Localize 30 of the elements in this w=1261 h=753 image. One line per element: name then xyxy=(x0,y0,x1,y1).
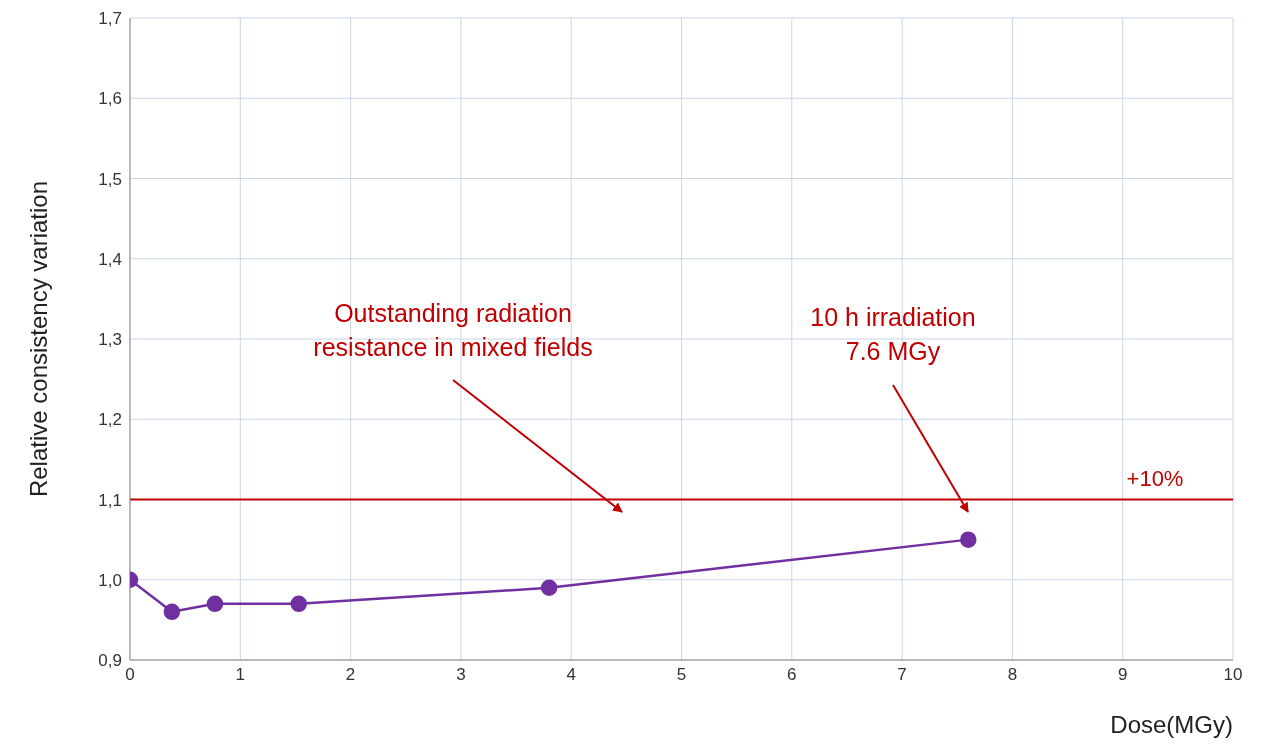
y-axis-title: Relative consistency variation xyxy=(24,180,52,498)
x-tick-label: 3 xyxy=(456,665,466,685)
y-tick-label: 1,0 xyxy=(98,570,122,590)
point xyxy=(206,595,224,613)
annotation: +10% xyxy=(1126,466,1184,491)
point xyxy=(290,595,308,613)
x-tick-label: 6 xyxy=(787,665,797,685)
y-tick-label: 1,5 xyxy=(98,169,122,189)
y-tick-label: 1,1 xyxy=(98,490,122,510)
point xyxy=(163,603,181,621)
y-tick-label: 1,2 xyxy=(98,410,122,430)
annotation: Outstanding radiation resistance in mixed fields xyxy=(313,299,593,361)
x-tick-label: 9 xyxy=(1117,665,1128,685)
x-tick-label: 10 xyxy=(1223,665,1243,685)
y-tick-label: 1,6 xyxy=(98,89,122,109)
y-tick-label: 1,4 xyxy=(98,249,122,269)
x-tick-label: 8 xyxy=(1007,665,1018,685)
y-tick-label: 0,9 xyxy=(98,651,122,671)
x-tick-label: 5 xyxy=(676,665,687,685)
x-tick-label: 4 xyxy=(566,665,576,685)
x-tick-label: 2 xyxy=(345,665,356,685)
y-tick-label: 1,3 xyxy=(98,330,122,350)
point xyxy=(540,579,558,597)
x-axis-title: Dose(MGy) xyxy=(1110,711,1233,738)
x-tick-label: 7 xyxy=(897,665,907,685)
point xyxy=(960,531,977,548)
annotation: 10 h irradiation 7.6 MGy xyxy=(810,303,976,365)
x-tick-label: 1 xyxy=(235,665,246,685)
x-tick-label: 0 xyxy=(125,665,135,685)
y-tick-label: 1,7 xyxy=(98,9,122,29)
